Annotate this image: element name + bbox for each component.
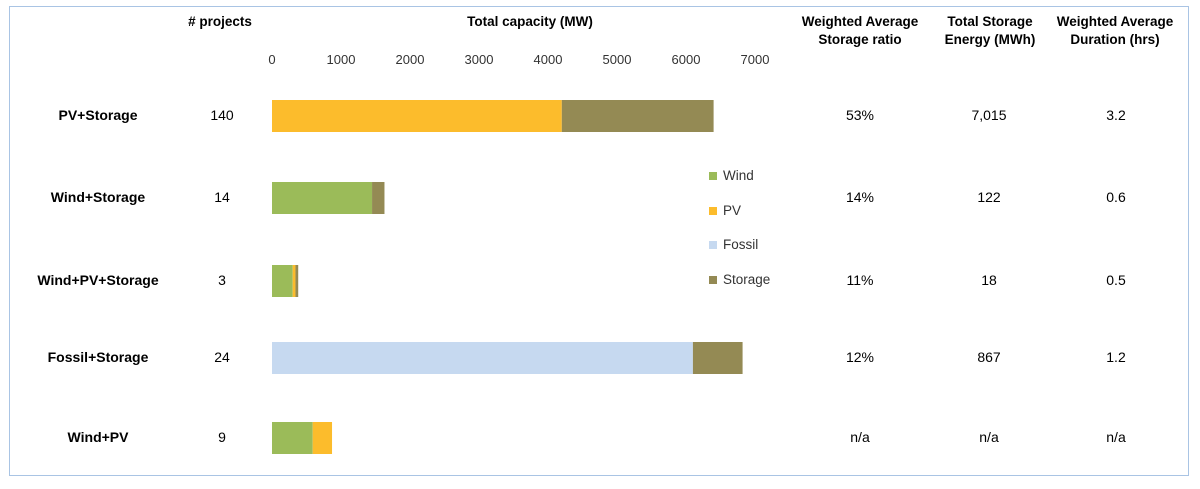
storage-energy-cell: 867	[977, 349, 1001, 365]
row-label: Wind+Storage	[50, 189, 146, 205]
bar-pv-pv-storage	[272, 100, 562, 132]
bar-wind-wind-pv-storage	[272, 265, 293, 297]
header-storage-ratio: Weighted Average Storage ratio	[790, 13, 930, 49]
legend-label: Storage	[723, 272, 771, 287]
legend-label: Wind	[723, 168, 754, 183]
bar-storage-wind-pv-storage	[295, 265, 299, 297]
storage-energy-cell: 7,015	[971, 107, 1007, 123]
header-storage-ratio-line1: Weighted Average	[801, 14, 919, 29]
duration-cell: n/a	[1106, 429, 1126, 445]
header-storage-energy: Total Storage Energy (MWh)	[930, 13, 1050, 49]
duration-cell: 0.6	[1106, 189, 1126, 205]
duration-cell: 0.5	[1106, 272, 1126, 288]
projects-cell: 9	[218, 429, 226, 445]
projects-cell: 24	[214, 349, 230, 365]
legend-item-fossil: Fossil	[709, 237, 758, 252]
row-label: Fossil+Storage	[47, 349, 149, 365]
legend-label: Fossil	[723, 237, 759, 252]
legend-item-pv: PV	[709, 203, 741, 218]
header-duration-line2: Duration (hrs)	[1070, 32, 1160, 47]
projects-cell: 140	[210, 107, 234, 123]
x-tick-label: 6000	[671, 52, 701, 67]
storage-ratio-cell: 14%	[845, 189, 875, 205]
duration-cell: 1.2	[1106, 349, 1126, 365]
storage-energy-cell: 18	[981, 272, 997, 288]
header-storage-energy-line1: Total Storage	[947, 14, 1033, 29]
header-capacity: Total capacity (MW)	[467, 14, 593, 29]
legend-item-storage: Storage	[709, 272, 770, 287]
legend-swatch	[709, 241, 717, 250]
header-duration-line1: Weighted Average	[1056, 14, 1174, 29]
bar-storage-fossil-storage	[692, 342, 743, 374]
x-tick-label: 7000	[740, 52, 770, 67]
header-projects: # projects	[188, 14, 252, 29]
header-storage-energy-line2: Energy (MWh)	[944, 32, 1036, 47]
x-tick-label: 1000	[326, 52, 356, 67]
projects-cell: 14	[214, 189, 230, 205]
bar-storage-wind-storage	[372, 182, 385, 214]
x-tick-label: 4000	[533, 52, 563, 67]
duration-cell: 3.2	[1106, 107, 1126, 123]
header-storage-ratio-line2: Storage ratio	[818, 32, 902, 47]
x-tick-label: 0	[268, 52, 276, 67]
bar-pv-wind-pv-storage	[292, 265, 296, 297]
legend-swatch	[709, 276, 717, 285]
legend-label: PV	[723, 203, 742, 218]
storage-ratio-cell: n/a	[850, 429, 870, 445]
x-tick-label: 3000	[464, 52, 494, 67]
storage-energy-cell: n/a	[979, 429, 999, 445]
bar-wind-wind-pv	[272, 422, 313, 454]
row-label: Wind+PV+Storage	[37, 272, 159, 288]
legend-swatch	[709, 207, 717, 216]
bar-pv-wind-pv	[312, 422, 333, 454]
header-duration: Weighted Average Duration (hrs)	[1045, 13, 1185, 49]
bar-fossil-fossil-storage	[272, 342, 693, 374]
x-tick-label: 5000	[602, 52, 632, 67]
chart-frame	[9, 6, 1189, 476]
storage-energy-cell: 122	[977, 189, 1001, 205]
projects-cell: 3	[218, 272, 226, 288]
storage-ratio-cell: 53%	[845, 107, 875, 123]
legend-swatch	[709, 172, 717, 181]
bar-wind-wind-storage	[272, 182, 373, 214]
x-tick-label: 2000	[395, 52, 425, 67]
legend-item-wind: Wind	[709, 168, 754, 183]
storage-ratio-cell: 11%	[846, 272, 874, 288]
row-label: PV+Storage	[58, 107, 138, 123]
storage-ratio-cell: 12%	[845, 349, 875, 365]
row-label: Wind+PV	[67, 429, 129, 445]
bar-storage-pv-storage	[561, 100, 714, 132]
